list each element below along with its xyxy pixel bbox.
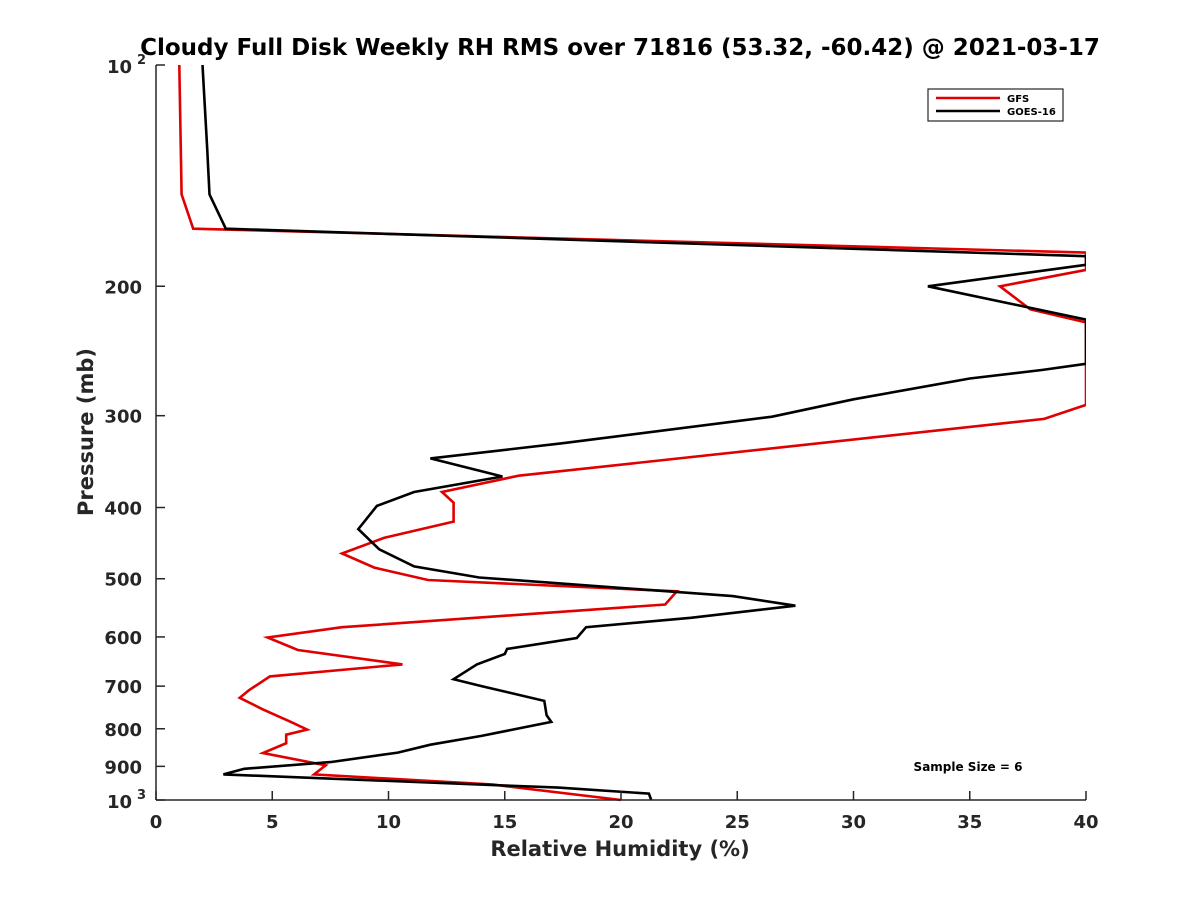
y-tick-label: 200 — [104, 277, 142, 298]
y-tick-label: 600 — [104, 628, 142, 649]
y-tick-label: 500 — [104, 570, 142, 591]
y-ticks: 10 2 200 300 400 500 600 700 800 900 10 3 — [104, 53, 165, 813]
legend-label-gfs: GFS — [1007, 94, 1029, 105]
y-tick-label: 10 — [107, 792, 132, 813]
legend-box — [927, 88, 1064, 122]
x-tick-label: 20 — [608, 812, 633, 833]
legend-label-goes-16: GOES-16 — [1007, 107, 1056, 118]
x-tick-label: 30 — [841, 812, 866, 833]
y-axis-label: Pressure (mb) — [74, 348, 98, 516]
series-line-goes-16 — [201, 64, 1086, 801]
y-tick-label: 400 — [104, 499, 142, 520]
x-tick-label: 10 — [376, 812, 401, 833]
y-tick-label: 10 — [107, 57, 132, 78]
legend: GFS GOES-16 — [927, 88, 1064, 122]
x-tick-label: 35 — [957, 812, 982, 833]
y-tick-label: 800 — [104, 720, 142, 741]
y-tick-label: 900 — [104, 757, 142, 778]
x-tick-label: 15 — [492, 812, 517, 833]
x-axis-label: Relative Humidity (%) — [490, 837, 749, 861]
series-line-gfs — [178, 64, 1086, 802]
x-tick-label: 25 — [725, 812, 750, 833]
series-layer — [178, 64, 1086, 802]
chart-title: Cloudy Full Disk Weekly RH RMS over 7181… — [140, 35, 1100, 61]
sample-size-annotation: Sample Size = 6 — [914, 760, 1023, 774]
plot-background — [156, 65, 1086, 800]
y-tick-label-exponent: 3 — [137, 788, 146, 803]
x-tick-label: 40 — [1073, 812, 1098, 833]
y-tick-label-exponent: 2 — [137, 53, 146, 68]
x-ticks: 0 5 10 15 20 25 30 35 40 — [150, 791, 1099, 833]
x-tick-label: 0 — [150, 812, 163, 833]
y-tick-label: 700 — [104, 677, 142, 698]
plot-area: 0 5 10 15 20 25 30 35 40 10 2 200 300 400 500 600 700 80… — [104, 53, 1098, 833]
x-tick-label: 5 — [266, 812, 279, 833]
y-tick-label: 300 — [104, 407, 142, 428]
